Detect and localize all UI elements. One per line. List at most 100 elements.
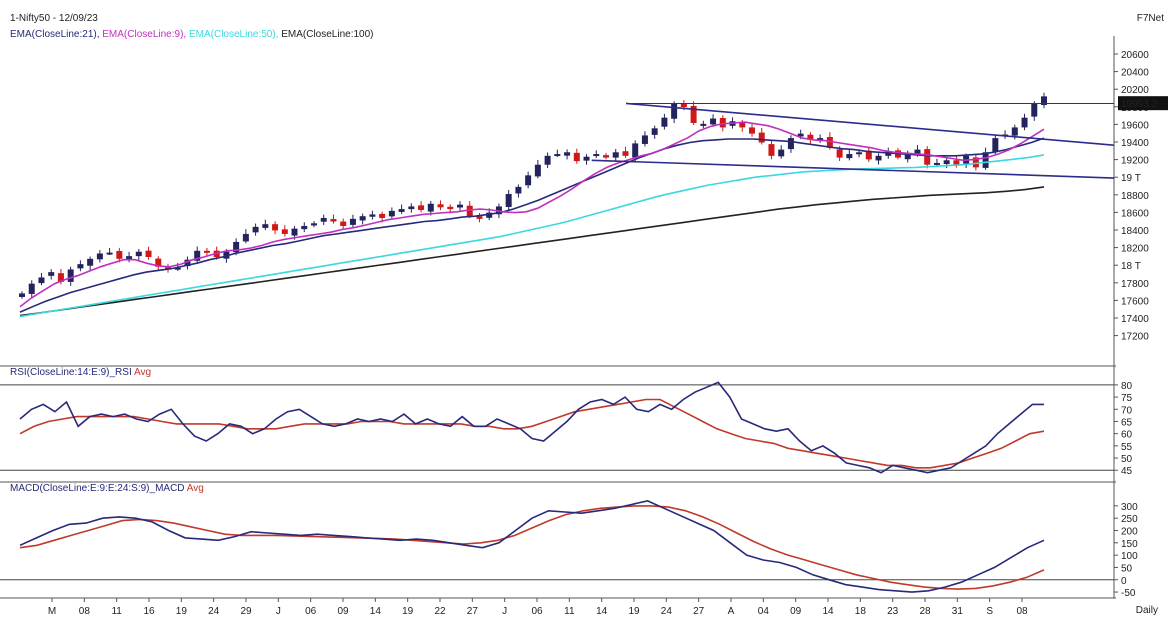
y-tick-label: 19400 bbox=[1121, 138, 1149, 149]
macd-y-tick-label: 100 bbox=[1121, 551, 1138, 562]
candle-body bbox=[554, 154, 561, 157]
candle-body bbox=[612, 152, 619, 158]
y-tick-label: 19200 bbox=[1121, 156, 1149, 167]
rsi-label: RSI(CloseLine:14:E:9)_RSI Avg bbox=[10, 367, 151, 378]
x-tick-label: 27 bbox=[693, 606, 705, 617]
rsi-title: RSI(CloseLine:14:E:9)_RSI bbox=[10, 367, 132, 378]
macd-avg-label: Avg bbox=[186, 483, 204, 494]
candle-body bbox=[1031, 103, 1038, 117]
x-tick-label: M bbox=[48, 606, 56, 617]
ema9-line bbox=[19, 121, 1045, 308]
candle-body bbox=[826, 137, 833, 148]
candle-body bbox=[369, 214, 376, 217]
candle-body bbox=[408, 206, 415, 210]
candle-body bbox=[447, 206, 454, 210]
macd-y-tick-label: 200 bbox=[1121, 526, 1138, 537]
x-tick-label: 18 bbox=[855, 606, 867, 617]
candle-body bbox=[311, 223, 317, 226]
x-tick-label: 24 bbox=[661, 606, 673, 617]
y-tick-label: 20600 bbox=[1121, 50, 1149, 61]
candle-body bbox=[778, 149, 785, 157]
candle-body bbox=[291, 228, 298, 236]
candle-body bbox=[126, 256, 133, 260]
y-tick-label: 19 T bbox=[1121, 173, 1141, 184]
y-tick-label: 17200 bbox=[1121, 332, 1149, 343]
candle-body bbox=[632, 143, 639, 158]
candle-body bbox=[330, 219, 337, 222]
x-tick-label: 24 bbox=[208, 606, 220, 617]
y-tick-label: 18800 bbox=[1121, 191, 1149, 202]
brand-label: F7Net bbox=[1136, 13, 1164, 24]
x-tick-label: 04 bbox=[758, 606, 770, 617]
candle-body bbox=[301, 225, 308, 230]
candle-body bbox=[992, 138, 999, 152]
candle-body bbox=[671, 103, 678, 119]
ema50-line bbox=[19, 154, 1045, 318]
ema21-legend: EMA(CloseLine:21), bbox=[10, 29, 100, 40]
candle-body bbox=[739, 122, 746, 128]
candle-body bbox=[194, 250, 201, 261]
x-tick-label: 16 bbox=[143, 606, 155, 617]
candle-body bbox=[749, 127, 755, 134]
candle-body bbox=[252, 226, 259, 233]
candle-body bbox=[904, 154, 911, 160]
y-tick-label: 18 T bbox=[1121, 261, 1141, 272]
candle-body bbox=[787, 138, 794, 150]
x-tick-label: 08 bbox=[1016, 606, 1028, 617]
ema100-line bbox=[19, 186, 1045, 317]
candle-body bbox=[427, 203, 434, 212]
macd-line bbox=[19, 500, 1045, 593]
candle-body bbox=[544, 155, 551, 165]
x-tick-label: 19 bbox=[176, 606, 188, 617]
candle-body bbox=[807, 134, 814, 140]
rsi-avg-line bbox=[19, 398, 1045, 469]
candle-body bbox=[281, 229, 288, 234]
candle-body bbox=[184, 259, 191, 267]
candle-body bbox=[982, 152, 989, 168]
candle-body bbox=[233, 241, 240, 253]
candle-body bbox=[457, 204, 463, 208]
candle-body bbox=[758, 132, 765, 143]
x-tick-label: 14 bbox=[596, 606, 608, 617]
candle-body bbox=[96, 253, 103, 260]
rsi-y-tick-label: 70 bbox=[1121, 405, 1133, 416]
x-tick-label: 11 bbox=[564, 606, 575, 617]
x-tick-label: J bbox=[276, 606, 281, 617]
rsi-y-tick-label: 50 bbox=[1121, 454, 1133, 465]
candle-body bbox=[603, 155, 609, 158]
candle-body bbox=[87, 258, 94, 266]
y-tick-label: 17400 bbox=[1121, 314, 1149, 325]
rsi-y-tick-label: 80 bbox=[1121, 381, 1133, 392]
x-tick-label: 19 bbox=[402, 606, 414, 617]
candle-body bbox=[466, 205, 473, 217]
candle-body bbox=[661, 117, 668, 127]
candle-body bbox=[710, 118, 717, 125]
x-tick-label: A bbox=[728, 606, 735, 617]
candle-body bbox=[865, 150, 872, 160]
candle-body bbox=[622, 151, 629, 156]
lower-trendline bbox=[591, 159, 1115, 179]
candle-body bbox=[57, 273, 64, 282]
x-tick-label: S bbox=[986, 606, 993, 617]
candle-body bbox=[388, 210, 395, 217]
candle-body bbox=[349, 218, 356, 225]
candle-body bbox=[272, 224, 279, 231]
candle-body bbox=[398, 209, 405, 212]
candle-body bbox=[1041, 96, 1047, 106]
macd-avg-line bbox=[19, 505, 1045, 590]
candle-body bbox=[817, 138, 824, 141]
x-tick-label: 31 bbox=[952, 606, 964, 617]
candle-body bbox=[593, 154, 600, 157]
candle-body bbox=[320, 217, 327, 222]
candle-body bbox=[943, 160, 950, 165]
candle-body bbox=[1021, 117, 1028, 128]
y-tick-label: 17800 bbox=[1121, 279, 1149, 290]
x-tick-label: 22 bbox=[434, 606, 446, 617]
candle-body bbox=[38, 277, 45, 284]
candle-body bbox=[700, 123, 707, 126]
last-price-box bbox=[1118, 96, 1168, 111]
y-tick-label: 18400 bbox=[1121, 226, 1149, 237]
y-tick-label: 17600 bbox=[1121, 296, 1149, 307]
candle-body bbox=[135, 251, 142, 257]
